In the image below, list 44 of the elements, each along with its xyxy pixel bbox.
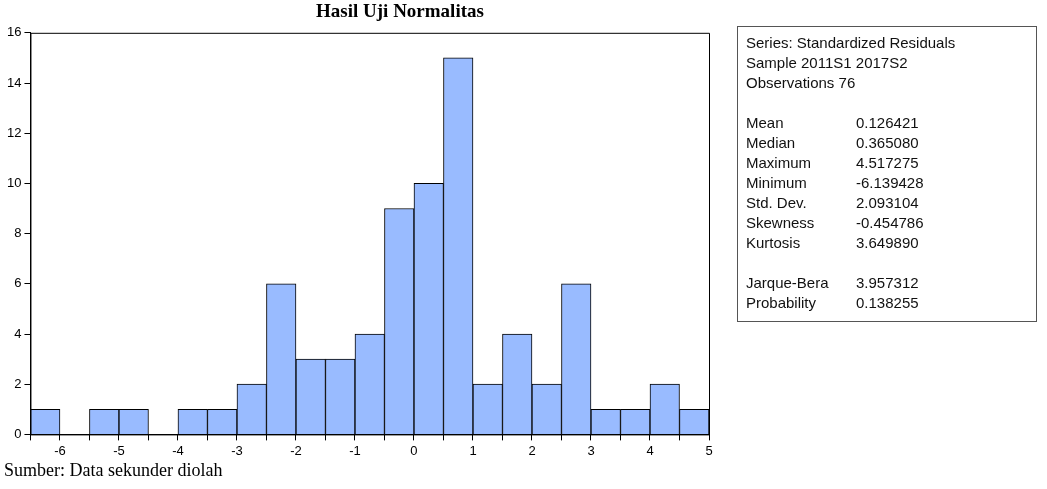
text: 3.957312 [856, 273, 920, 293]
text: Sumber: Data sekunder diolah [4, 460, 223, 481]
y-tick-label: 2 [14, 375, 22, 391]
text: 0.138255 [856, 293, 920, 313]
x-tick-label: -4 [172, 442, 184, 458]
text: 4.517275 [856, 153, 920, 173]
text: -0.454786 [856, 213, 925, 233]
x-tick-label: -1 [349, 442, 361, 458]
text: Sample 2011S1 2017S2 [746, 53, 909, 73]
x-tick-label: 2 [528, 442, 536, 458]
text: Skewness [746, 213, 816, 233]
y-tick-label: 4 [14, 325, 22, 341]
text: Observations 76 [746, 73, 857, 93]
x-tick-label: -5 [113, 442, 125, 458]
y-tick-label: 8 [14, 225, 22, 241]
y-tick-label: 16 [6, 24, 22, 40]
x-tick-label: 1 [469, 442, 477, 458]
text: Median [746, 133, 797, 153]
y-tick-label: 0 [14, 425, 22, 441]
text: Series: Standardized Residuals [746, 33, 957, 53]
text: 0.365080 [856, 133, 920, 153]
text: Probability [746, 293, 818, 313]
y-tick-label: 6 [14, 275, 22, 291]
x-tick-label: 0 [410, 442, 418, 458]
text: Jarque-Bera [746, 273, 830, 293]
text: Mean [746, 113, 785, 133]
chart-title: Hasil Uji Normalitas [315, 0, 485, 22]
text: Kurtosis [746, 233, 802, 253]
x-tick-label: -3 [231, 442, 243, 458]
text: Minimum [746, 173, 808, 193]
text: -6.139428 [856, 173, 925, 193]
text: 0.126421 [856, 113, 920, 133]
text: Std. Dev. [746, 193, 808, 213]
text: Maximum [746, 153, 812, 173]
x-tick-label: -6 [54, 442, 66, 458]
y-tick-label: 14 [6, 74, 22, 90]
x-tick-label: 5 [705, 442, 713, 458]
x-tick-label: 4 [646, 442, 654, 458]
text: 2.093104 [856, 193, 920, 213]
x-tick-label: 3 [587, 442, 595, 458]
text: 3.649890 [856, 233, 920, 253]
y-tick-label: 12 [6, 124, 22, 140]
x-tick-label: -2 [290, 442, 302, 458]
y-tick-label: 10 [6, 174, 22, 190]
